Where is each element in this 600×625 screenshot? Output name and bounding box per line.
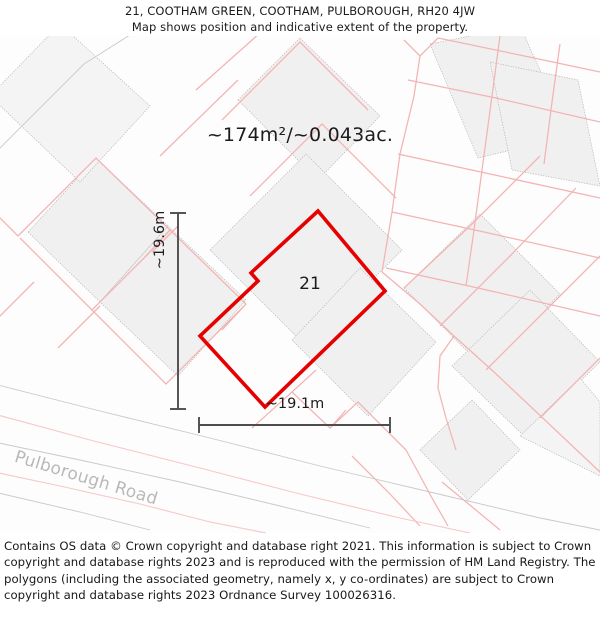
parcel-boundaries: [0, 36, 600, 533]
dimension-indicators: [170, 212, 391, 433]
page-subtitle: Map shows position and indicative extent…: [131, 20, 469, 34]
map-canvas[interactable]: .bld { fill:#f0f0f0; stroke:#b4b4b4; str…: [0, 36, 600, 533]
copyright-notice: Contains OS data © Crown copyright and d…: [4, 539, 596, 603]
map-header: 21, COOTHAM GREEN, COOTHAM, PULBOROUGH, …: [0, 0, 600, 36]
road-edges: [0, 36, 600, 531]
map-footer: Contains OS data © Crown copyright and d…: [0, 533, 600, 625]
building-footprints: [0, 36, 600, 501]
property-boundary-highlight: [197, 208, 388, 410]
map-vector-layer: .bld { fill:#f0f0f0; stroke:#b4b4b4; str…: [0, 36, 600, 533]
page-title: 21, COOTHAM GREEN, COOTHAM, PULBOROUGH, …: [124, 4, 476, 18]
